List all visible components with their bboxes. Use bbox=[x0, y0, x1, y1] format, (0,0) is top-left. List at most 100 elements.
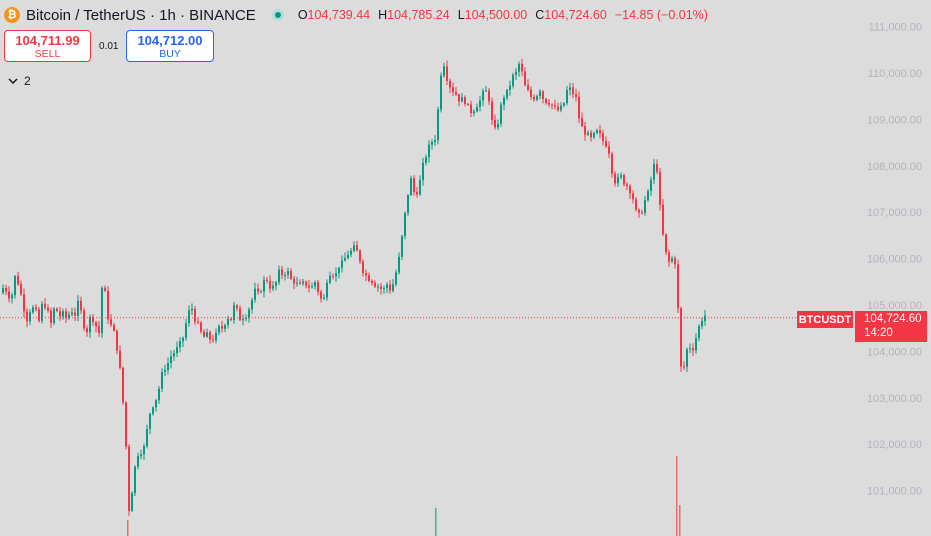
candle-body bbox=[692, 348, 694, 351]
candle-body bbox=[683, 366, 685, 368]
candle-body bbox=[491, 101, 493, 121]
candle-body bbox=[551, 104, 553, 106]
market-open-dot-icon[interactable] bbox=[271, 9, 284, 21]
candle-body bbox=[173, 353, 175, 357]
candle-body bbox=[398, 256, 400, 273]
price-axis-label: 109,000.00 bbox=[867, 114, 922, 126]
candle-body bbox=[140, 454, 142, 457]
candle-body bbox=[119, 350, 121, 368]
sell-button[interactable]: 104,711.99 SELL bbox=[4, 30, 91, 62]
candle-body bbox=[422, 162, 424, 181]
candle-body bbox=[290, 270, 292, 279]
candle-body bbox=[425, 157, 427, 163]
candle-body bbox=[629, 186, 631, 194]
price-axis-label: 104,000.00 bbox=[867, 346, 922, 358]
candle-body bbox=[458, 94, 460, 102]
candle-body bbox=[278, 269, 280, 283]
candle-body bbox=[74, 312, 76, 316]
candle-body bbox=[170, 356, 172, 364]
candle-body bbox=[11, 295, 13, 299]
candle-body bbox=[503, 97, 505, 105]
candle-body bbox=[599, 130, 601, 134]
candle-body bbox=[443, 66, 445, 76]
candle-body bbox=[2, 288, 4, 293]
candle-body bbox=[92, 316, 94, 323]
symbol-title[interactable]: Bitcoin / TetherUS · 1h · BINANCE bbox=[26, 6, 256, 24]
candles bbox=[2, 58, 706, 516]
candle-body bbox=[455, 92, 457, 95]
candle-body bbox=[5, 288, 7, 292]
candle-body bbox=[521, 63, 523, 72]
candle-body bbox=[497, 123, 499, 128]
chevron-down-icon bbox=[8, 78, 18, 85]
candle-body bbox=[14, 276, 16, 296]
candle-body bbox=[296, 282, 298, 284]
candle-body bbox=[512, 74, 514, 86]
candle-body bbox=[659, 171, 661, 205]
candle-body bbox=[107, 290, 109, 320]
candle-body bbox=[344, 258, 346, 261]
candle-body bbox=[293, 278, 295, 284]
candle-body bbox=[419, 180, 421, 195]
candle-body bbox=[200, 322, 202, 332]
candle-body bbox=[539, 91, 541, 97]
candle-body bbox=[359, 250, 361, 262]
candle-body bbox=[578, 96, 580, 119]
volume-bar bbox=[435, 508, 437, 536]
sell-price: 104,711.99 bbox=[15, 32, 80, 48]
candle-body bbox=[644, 200, 646, 213]
candle-body bbox=[197, 321, 199, 323]
candle-body bbox=[623, 175, 625, 185]
candle-body bbox=[464, 97, 466, 104]
candle-body bbox=[203, 331, 205, 337]
spread-value: 0.01 bbox=[99, 41, 119, 52]
price-axis-label: 102,000.00 bbox=[867, 439, 922, 451]
candle-body bbox=[671, 258, 673, 262]
buy-button[interactable]: 104,712.00 BUY bbox=[126, 30, 214, 62]
price-axis-label: 105,000.00 bbox=[867, 300, 922, 312]
candle-body bbox=[329, 275, 331, 283]
candle-body bbox=[617, 177, 619, 184]
candle-body bbox=[386, 284, 388, 289]
candle-body bbox=[62, 311, 64, 317]
candle-body bbox=[335, 273, 337, 277]
candle-body bbox=[626, 184, 628, 187]
candle-body bbox=[446, 66, 448, 81]
candle-body bbox=[287, 270, 289, 275]
close-value: 104,724.60 bbox=[544, 8, 607, 22]
candle-body bbox=[212, 339, 214, 341]
candle-body bbox=[137, 456, 139, 467]
candle-body bbox=[113, 324, 115, 331]
candle-body bbox=[302, 281, 304, 284]
candle-body bbox=[416, 191, 418, 195]
candle-body bbox=[596, 130, 598, 133]
price-axis-label: 101,000.00 bbox=[867, 486, 922, 498]
price-axis-label: 106,000.00 bbox=[867, 254, 922, 266]
candle-body bbox=[32, 307, 34, 313]
candle-body bbox=[50, 310, 52, 323]
candle-body bbox=[53, 308, 55, 323]
candle-body bbox=[701, 321, 703, 327]
candle-body bbox=[620, 175, 622, 178]
candle-body bbox=[35, 307, 37, 310]
candle-body bbox=[284, 274, 286, 276]
price-axis[interactable]: 111,000.00 110,000.00 109,000.00 108,000.00… bbox=[867, 22, 922, 498]
candle-body bbox=[83, 310, 85, 329]
candle-body bbox=[473, 111, 475, 114]
candle-body bbox=[122, 367, 124, 403]
candle-body bbox=[572, 87, 574, 95]
candle-body bbox=[410, 178, 412, 196]
candle-body bbox=[674, 258, 676, 265]
candle-body bbox=[176, 347, 178, 354]
indicators-toggle[interactable]: 2 bbox=[8, 74, 31, 88]
candle-body bbox=[47, 307, 49, 311]
close-label: C bbox=[535, 8, 545, 22]
candle-body bbox=[77, 300, 79, 316]
candle-body bbox=[89, 316, 91, 333]
candle-body bbox=[221, 326, 223, 329]
candle-body bbox=[605, 141, 607, 147]
candle-body bbox=[431, 141, 433, 145]
candle-body bbox=[548, 102, 550, 105]
candle-body bbox=[413, 178, 415, 192]
